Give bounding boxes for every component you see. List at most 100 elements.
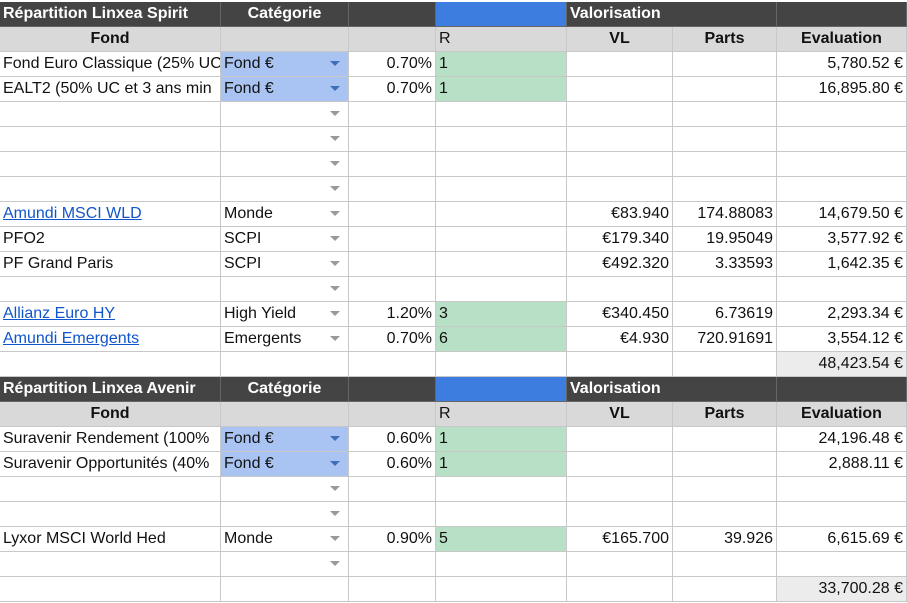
- vl-cell: €179.340: [567, 227, 673, 252]
- vl-cell: [567, 277, 673, 302]
- fund-name-cell-text: Fond Euro Classique (25% UC: [3, 55, 221, 72]
- r-cell: [436, 277, 567, 302]
- category-dropdown[interactable]: [221, 152, 349, 177]
- evaluation-cell: 3,554.12 €: [777, 327, 907, 352]
- section1-parts-header: Parts: [673, 27, 777, 52]
- parts-cell-text: 720.91691: [697, 330, 773, 347]
- chevron-down-icon[interactable]: [330, 436, 340, 441]
- category-dropdown[interactable]: Fond €: [221, 77, 349, 102]
- evaluation-cell: 2,293.34 €: [777, 302, 907, 327]
- r-cell: [436, 127, 567, 152]
- section2-column-header-row: Fond R VL Parts Evaluation: [0, 402, 907, 427]
- section1-r-header-text: R: [439, 30, 451, 47]
- category-dropdown[interactable]: Fond €: [221, 452, 349, 477]
- section1-total-text: 48,423.54 €: [818, 355, 903, 372]
- section2-blue-header: [436, 377, 567, 402]
- category-dropdown[interactable]: Fond €: [221, 52, 349, 77]
- evaluation-cell: 3,577.92 €: [777, 227, 907, 252]
- fund-name-cell[interactable]: Amundi MSCI WLD: [0, 202, 221, 227]
- parts-cell: [673, 152, 777, 177]
- rate-cell-text: 0.60%: [386, 430, 432, 447]
- chevron-down-icon[interactable]: [330, 511, 340, 516]
- chevron-down-icon[interactable]: [330, 286, 340, 291]
- chevron-down-icon[interactable]: [330, 561, 340, 566]
- category-dropdown[interactable]: [221, 102, 349, 127]
- category-dropdown-text: Monde: [224, 205, 273, 222]
- chevron-down-icon[interactable]: [330, 186, 340, 191]
- fund-name-cell[interactable]: Allianz Euro HY: [0, 302, 221, 327]
- category-dropdown[interactable]: Emergents: [221, 327, 349, 352]
- rate-cell: [349, 502, 436, 527]
- chevron-down-icon[interactable]: [330, 486, 340, 491]
- section2-evaluation-header-text: Evaluation: [801, 405, 882, 422]
- chevron-down-icon[interactable]: [330, 111, 340, 116]
- chevron-down-icon[interactable]: [330, 461, 340, 466]
- parts-cell-text: 3.33593: [715, 255, 773, 272]
- table-row: Amundi Emergents Emergents 0.70% 6 €4.930 720…: [0, 327, 907, 352]
- vl-cell: [567, 127, 673, 152]
- chevron-down-icon[interactable]: [330, 311, 340, 316]
- table-row: [0, 177, 907, 202]
- parts-cell-text: 6.73619: [715, 305, 773, 322]
- section1-fund-header: Fond: [0, 27, 221, 52]
- section2-total-text: 33,700.28 €: [818, 580, 903, 597]
- evaluation-cell: [777, 277, 907, 302]
- section2-title: Répartition Linxea Avenir: [0, 377, 221, 402]
- evaluation-cell: [777, 102, 907, 127]
- category-dropdown[interactable]: Monde: [221, 527, 349, 552]
- evaluation-cell: [777, 152, 907, 177]
- category-dropdown[interactable]: [221, 177, 349, 202]
- section2-parts-header: Parts: [673, 402, 777, 427]
- r-cell: 6: [436, 327, 567, 352]
- table-row: [0, 102, 907, 127]
- chevron-down-icon[interactable]: [330, 261, 340, 266]
- chevron-down-icon[interactable]: [330, 536, 340, 541]
- category-dropdown[interactable]: Monde: [221, 202, 349, 227]
- category-dropdown[interactable]: SCPI: [221, 252, 349, 277]
- category-dropdown[interactable]: SCPI: [221, 227, 349, 252]
- fund-name-cell: [0, 102, 221, 127]
- category-dropdown[interactable]: High Yield: [221, 302, 349, 327]
- chevron-down-icon[interactable]: [330, 236, 340, 241]
- chevron-down-icon[interactable]: [330, 86, 340, 91]
- fund-name-cell: [0, 177, 221, 202]
- category-dropdown[interactable]: [221, 477, 349, 502]
- category-dropdown-text: Fond €: [224, 55, 274, 72]
- blank-cell: [567, 352, 673, 377]
- fund-name-cell: [0, 277, 221, 302]
- category-dropdown[interactable]: [221, 277, 349, 302]
- fund-name-cell: EALT2 (50% UC et 3 ans min: [0, 77, 221, 102]
- chevron-down-icon[interactable]: [330, 336, 340, 341]
- category-dropdown[interactable]: Fond €: [221, 427, 349, 452]
- evaluation-cell: 2,888.11 €: [777, 452, 907, 477]
- evaluation-cell: [777, 177, 907, 202]
- section1-total: 48,423.54 €: [777, 352, 907, 377]
- chevron-down-icon[interactable]: [330, 61, 340, 66]
- fund-name-cell[interactable]: Amundi Emergents: [0, 327, 221, 352]
- table-row: [0, 277, 907, 302]
- chevron-down-icon[interactable]: [330, 136, 340, 141]
- fund-name-cell: [0, 502, 221, 527]
- chevron-down-icon[interactable]: [330, 161, 340, 166]
- category-dropdown[interactable]: [221, 127, 349, 152]
- section2-fund-header: Fond: [0, 402, 221, 427]
- category-dropdown-text: Fond €: [224, 80, 274, 97]
- chevron-down-icon[interactable]: [330, 211, 340, 216]
- category-dropdown[interactable]: [221, 502, 349, 527]
- category-dropdown-text: SCPI: [224, 230, 262, 247]
- section1-vl-header: VL: [567, 27, 673, 52]
- fund-name-cell-text: Lyxor MSCI World Hed: [3, 530, 166, 547]
- category-dropdown[interactable]: [221, 552, 349, 577]
- r-cell: [436, 152, 567, 177]
- rate-cell: 1.20%: [349, 302, 436, 327]
- section2-cat-col-header: [221, 402, 349, 427]
- r-cell-text: 6: [439, 330, 448, 347]
- rate-cell: [349, 552, 436, 577]
- rate-cell: [349, 177, 436, 202]
- evaluation-cell: [777, 552, 907, 577]
- rate-cell: 0.60%: [349, 427, 436, 452]
- fund-name-cell-text: PF Grand Paris: [3, 255, 114, 272]
- table-row: Amundi MSCI WLD Monde €83.940 174.88083 14,6…: [0, 202, 907, 227]
- blank-cell: [436, 352, 567, 377]
- section2-total: 33,700.28 €: [777, 577, 907, 602]
